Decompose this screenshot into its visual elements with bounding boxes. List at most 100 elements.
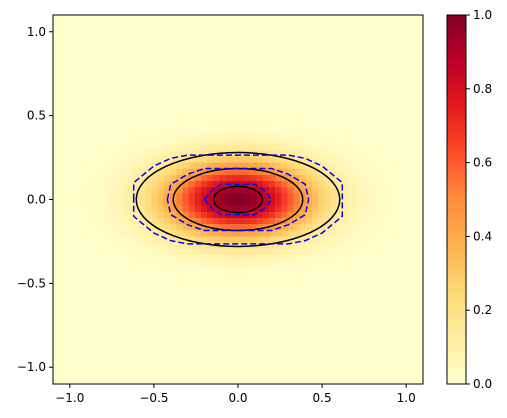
heatmap-cell [416, 285, 424, 293]
heatmap-cell [83, 76, 91, 84]
heatmap-cell [244, 33, 251, 41]
heatmap-cell [281, 211, 288, 219]
heatmap-cell [127, 211, 134, 219]
heatmap-cell [410, 39, 418, 47]
heatmap-cell [225, 322, 233, 330]
heatmap-cell [182, 76, 190, 84]
heatmap-cell [114, 181, 122, 188]
heatmap-cell [77, 21, 85, 28]
heatmap-cell [127, 193, 134, 201]
heatmap-cell [59, 377, 66, 385]
heatmap-cell [336, 168, 344, 176]
heatmap-cell [213, 347, 221, 354]
heatmap-cell [170, 101, 177, 108]
heatmap-cell [108, 33, 116, 41]
heatmap-cell [262, 217, 270, 225]
heatmap-cell [293, 119, 301, 127]
heatmap-cell [127, 162, 134, 170]
heatmap-cell [188, 285, 196, 293]
heatmap-cell [127, 181, 134, 188]
heatmap-cell [71, 187, 79, 194]
heatmap-cell [379, 316, 387, 324]
heatmap-cell [96, 125, 103, 133]
heatmap-cell [312, 193, 319, 201]
heatmap-cell [299, 113, 307, 121]
heatmap-cell [299, 150, 307, 158]
heatmap-cell [139, 353, 147, 360]
heatmap-cell [59, 131, 66, 139]
heatmap-cell [281, 273, 288, 281]
heatmap-cell [182, 285, 190, 293]
heatmap-cell [96, 119, 103, 127]
heatmap-cell [59, 328, 66, 336]
heatmap-cell [373, 94, 381, 102]
heatmap-cell [213, 64, 221, 71]
heatmap-cell [213, 211, 221, 219]
heatmap-cell [225, 236, 233, 244]
heatmap-cell [349, 261, 356, 268]
heatmap-cell [373, 304, 381, 311]
heatmap-cell [71, 82, 79, 90]
heatmap-cell [416, 64, 424, 71]
heatmap-cell [114, 347, 122, 354]
heatmap-cell [256, 58, 264, 65]
heatmap-cell [398, 156, 406, 164]
heatmap-cell [157, 27, 165, 35]
heatmap-cell [287, 27, 295, 35]
heatmap-cell [238, 88, 245, 96]
heatmap-cell [201, 70, 208, 78]
heatmap-cell [336, 131, 344, 139]
heatmap-cell [231, 138, 239, 145]
heatmap-cell [139, 248, 147, 256]
heatmap-cell [213, 94, 221, 102]
heatmap-cell [77, 150, 85, 158]
heatmap-cell [238, 279, 245, 287]
heatmap-cell [404, 33, 412, 41]
heatmap-cell [367, 181, 375, 188]
heatmap-cell [77, 230, 85, 237]
heatmap-cell [342, 230, 350, 237]
heatmap-cell [275, 58, 282, 65]
heatmap-cell [201, 138, 208, 145]
heatmap-cell [127, 353, 134, 360]
heatmap-cell [250, 297, 258, 305]
heatmap-cell [379, 334, 387, 342]
heatmap-cell [367, 156, 375, 164]
heatmap-cell [404, 15, 412, 22]
heatmap-cell [194, 70, 202, 78]
heatmap-cell [96, 150, 103, 158]
heatmap-cell [275, 322, 282, 330]
heatmap-cell [114, 297, 122, 305]
heatmap-cell [373, 27, 381, 35]
heatmap-cell [244, 39, 251, 47]
heatmap-cell [182, 107, 190, 114]
heatmap-cell [379, 304, 387, 311]
heatmap-cell [379, 267, 387, 274]
heatmap-cell [244, 224, 251, 231]
heatmap-cell [176, 193, 184, 201]
heatmap-cell [164, 101, 171, 108]
heatmap-cell [318, 150, 325, 158]
heatmap-cell [90, 150, 97, 158]
heatmap-cell [71, 365, 79, 373]
heatmap-cell [336, 181, 344, 188]
heatmap-cell [114, 291, 122, 299]
heatmap-cell [157, 131, 165, 139]
heatmap-cell [330, 371, 338, 379]
heatmap-cell [108, 230, 116, 237]
heatmap-cell [244, 285, 251, 293]
heatmap-cell [256, 39, 264, 47]
heatmap-cell [305, 138, 313, 145]
heatmap-cell [120, 224, 128, 231]
heatmap-cell [77, 187, 85, 194]
heatmap-cell [194, 297, 202, 305]
heatmap-cell [53, 64, 60, 71]
heatmap-cell [108, 70, 116, 78]
heatmap-cell [312, 119, 319, 127]
heatmap-cell [342, 353, 350, 360]
heatmap-cell [256, 267, 264, 274]
heatmap-cell [256, 101, 264, 108]
heatmap-cell [379, 230, 387, 237]
heatmap-cell [293, 310, 301, 317]
heatmap-cell [201, 291, 208, 299]
